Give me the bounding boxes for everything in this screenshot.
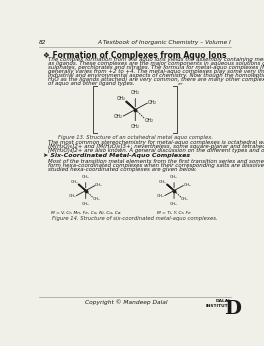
Text: OH₂: OH₂ — [170, 202, 178, 206]
Text: OH₂: OH₂ — [82, 175, 89, 180]
Text: of aquo and other ligand types.: of aquo and other ligand types. — [49, 81, 135, 86]
Text: OH₂: OH₂ — [116, 96, 125, 101]
Text: OH₂: OH₂ — [131, 90, 140, 95]
Text: DALAL
INSTITUTE: DALAL INSTITUTE — [206, 300, 232, 308]
Text: Copyright © Mandeep Dalal: Copyright © Mandeep Dalal — [85, 300, 167, 305]
Text: Figure 13. Structure of an octahedral metal aquo complex.: Figure 13. Structure of an octahedral me… — [58, 135, 213, 140]
Text: OH₂: OH₂ — [183, 183, 191, 187]
Text: studied hexa-coordinated complexes are given below.: studied hexa-coordinated complexes are g… — [49, 166, 197, 172]
Text: [M(H₂O)₆]2+ and [M(H₂O)₆]3+; nevertheless, some square-planar and tetrahedral co: [M(H₂O)₆]2+ and [M(H₂O)₆]3+; nevertheles… — [49, 144, 264, 149]
Text: D: D — [224, 300, 241, 318]
Text: sulphates, perchlorates and nitrates. The formula for metal-aquo complexes [M(H₂: sulphates, perchlorates and nitrates. Th… — [49, 65, 264, 70]
Text: M = V, Cr, Mn, Fe, Co, Ni, Cu, Ca: M = V, Cr, Mn, Fe, Co, Ni, Cu, Ca — [51, 211, 120, 215]
Text: ❖ Formation of Complexes from Aquo Ions: ❖ Formation of Complexes from Aquo Ions — [43, 51, 227, 60]
Text: as ligands. These complexes are the major components in aqueous solutions of man: as ligands. These complexes are the majo… — [49, 61, 264, 66]
Text: OH₂: OH₂ — [159, 180, 166, 184]
Text: Most of the transition metal elements from the first transition series and some : Most of the transition metal elements fr… — [49, 158, 264, 164]
Text: OH₂: OH₂ — [148, 100, 157, 105]
Text: Figure 14. Structure of six-coordinated metal-aquo complexes.: Figure 14. Structure of six-coordinated … — [53, 216, 218, 221]
Text: M = Ti, Y, Cr, Fe: M = Ti, Y, Cr, Fe — [157, 211, 191, 215]
Text: OH₂: OH₂ — [95, 183, 103, 187]
Text: A Textbook of Inorganic Chemistry – Volume I: A Textbook of Inorganic Chemistry – Volu… — [98, 39, 232, 45]
Text: ➤ Six-Coordinated Metal-Aquo Complexes: ➤ Six-Coordinated Metal-Aquo Complexes — [43, 153, 190, 158]
Text: OH₂: OH₂ — [131, 124, 140, 129]
Text: OH₂: OH₂ — [144, 118, 153, 124]
Text: The complex formation from the aquo ions yields the assembly containing metal io: The complex formation from the aquo ions… — [49, 57, 264, 62]
Text: The most common stereochemistry for metal-aquo complexes is octahedral with the : The most common stereochemistry for meta… — [49, 140, 264, 145]
Polygon shape — [167, 184, 174, 191]
Text: OH₂: OH₂ — [70, 180, 78, 184]
Text: 82: 82 — [39, 39, 47, 45]
Text: OH₂: OH₂ — [157, 194, 164, 198]
Text: z+: z+ — [178, 82, 184, 86]
Text: OH₂: OH₂ — [181, 198, 189, 201]
Text: generally varies from +2 to +4. The metal-aquo complexes play some very importan: generally varies from +2 to +4. The meta… — [49, 69, 264, 74]
Text: [M(H₂O)₄]2+ are also known. A general discussion on the different types and othe: [M(H₂O)₄]2+ are also known. A general di… — [49, 148, 264, 153]
Polygon shape — [126, 101, 135, 110]
Text: form hexa-coordinated complexes when their corresponding salts are dissolved in : form hexa-coordinated complexes when the… — [49, 163, 264, 167]
Text: OH₂: OH₂ — [82, 202, 89, 206]
Text: OH₂: OH₂ — [93, 198, 101, 201]
Text: industrial and environmental aspects of chemistry. Now though the homoleptic aqu: industrial and environmental aspects of … — [49, 73, 264, 78]
Text: H₂O as the ligands attached) are very common, there are many other complexes tha: H₂O as the ligands attached) are very co… — [49, 77, 264, 82]
Text: OH₂: OH₂ — [68, 194, 76, 198]
Text: OH₂: OH₂ — [114, 114, 123, 119]
Polygon shape — [78, 184, 86, 191]
Text: OH₂: OH₂ — [170, 175, 178, 180]
